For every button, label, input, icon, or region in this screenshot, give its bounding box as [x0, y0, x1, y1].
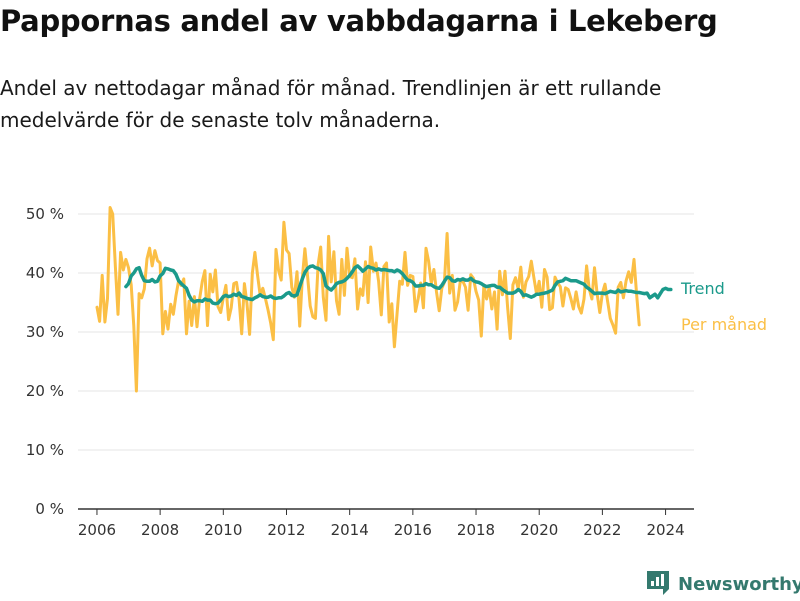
y-tick-label: 50 %: [26, 205, 64, 223]
monthly-series-label: Per månad: [681, 315, 767, 334]
chart-subtitle: Andel av nettodagar månad för månad. Tre…: [0, 76, 662, 132]
gridlines: [78, 213, 694, 451]
trend-series-label: Trend: [680, 279, 725, 298]
monthly-line: [95, 206, 641, 393]
brand-logo: Newsworthy: [644, 570, 800, 598]
trend-line: [124, 264, 673, 306]
x-tick-label: 2008: [141, 521, 179, 539]
bar-chart-logo-icon: [644, 568, 672, 601]
y-tick-label: 20 %: [26, 382, 64, 400]
x-tick-label: 2022: [583, 521, 621, 539]
x-tick-label: 2024: [646, 521, 684, 539]
x-tick-label: 2006: [78, 521, 116, 539]
x-axis: 2006 2008 2010 2012 2014 2016 2018 2020 2022 2024: [78, 508, 694, 539]
y-tick-label: 0 %: [35, 500, 64, 518]
x-tick-label: 2016: [394, 521, 432, 539]
chart-title: Pappornas andel av vabbdagarna i Lekeber…: [0, 4, 718, 38]
y-axis: 0 % 10 % 20 % 30 % 40 % 50 %: [26, 205, 64, 518]
series-group: [95, 206, 673, 393]
y-tick-label: 40 %: [26, 264, 64, 282]
x-tick-label: 2010: [204, 521, 242, 539]
x-tick-label: 2014: [331, 521, 369, 539]
series-labels: Per månad Trend: [680, 279, 767, 334]
y-tick-label: 10 %: [26, 441, 64, 459]
x-tick-label: 2020: [520, 521, 558, 539]
x-tick-label: 2018: [457, 521, 495, 539]
brand-name: Newsworthy: [678, 573, 800, 595]
y-tick-label: 30 %: [26, 323, 64, 341]
x-tick-label: 2012: [267, 521, 305, 539]
